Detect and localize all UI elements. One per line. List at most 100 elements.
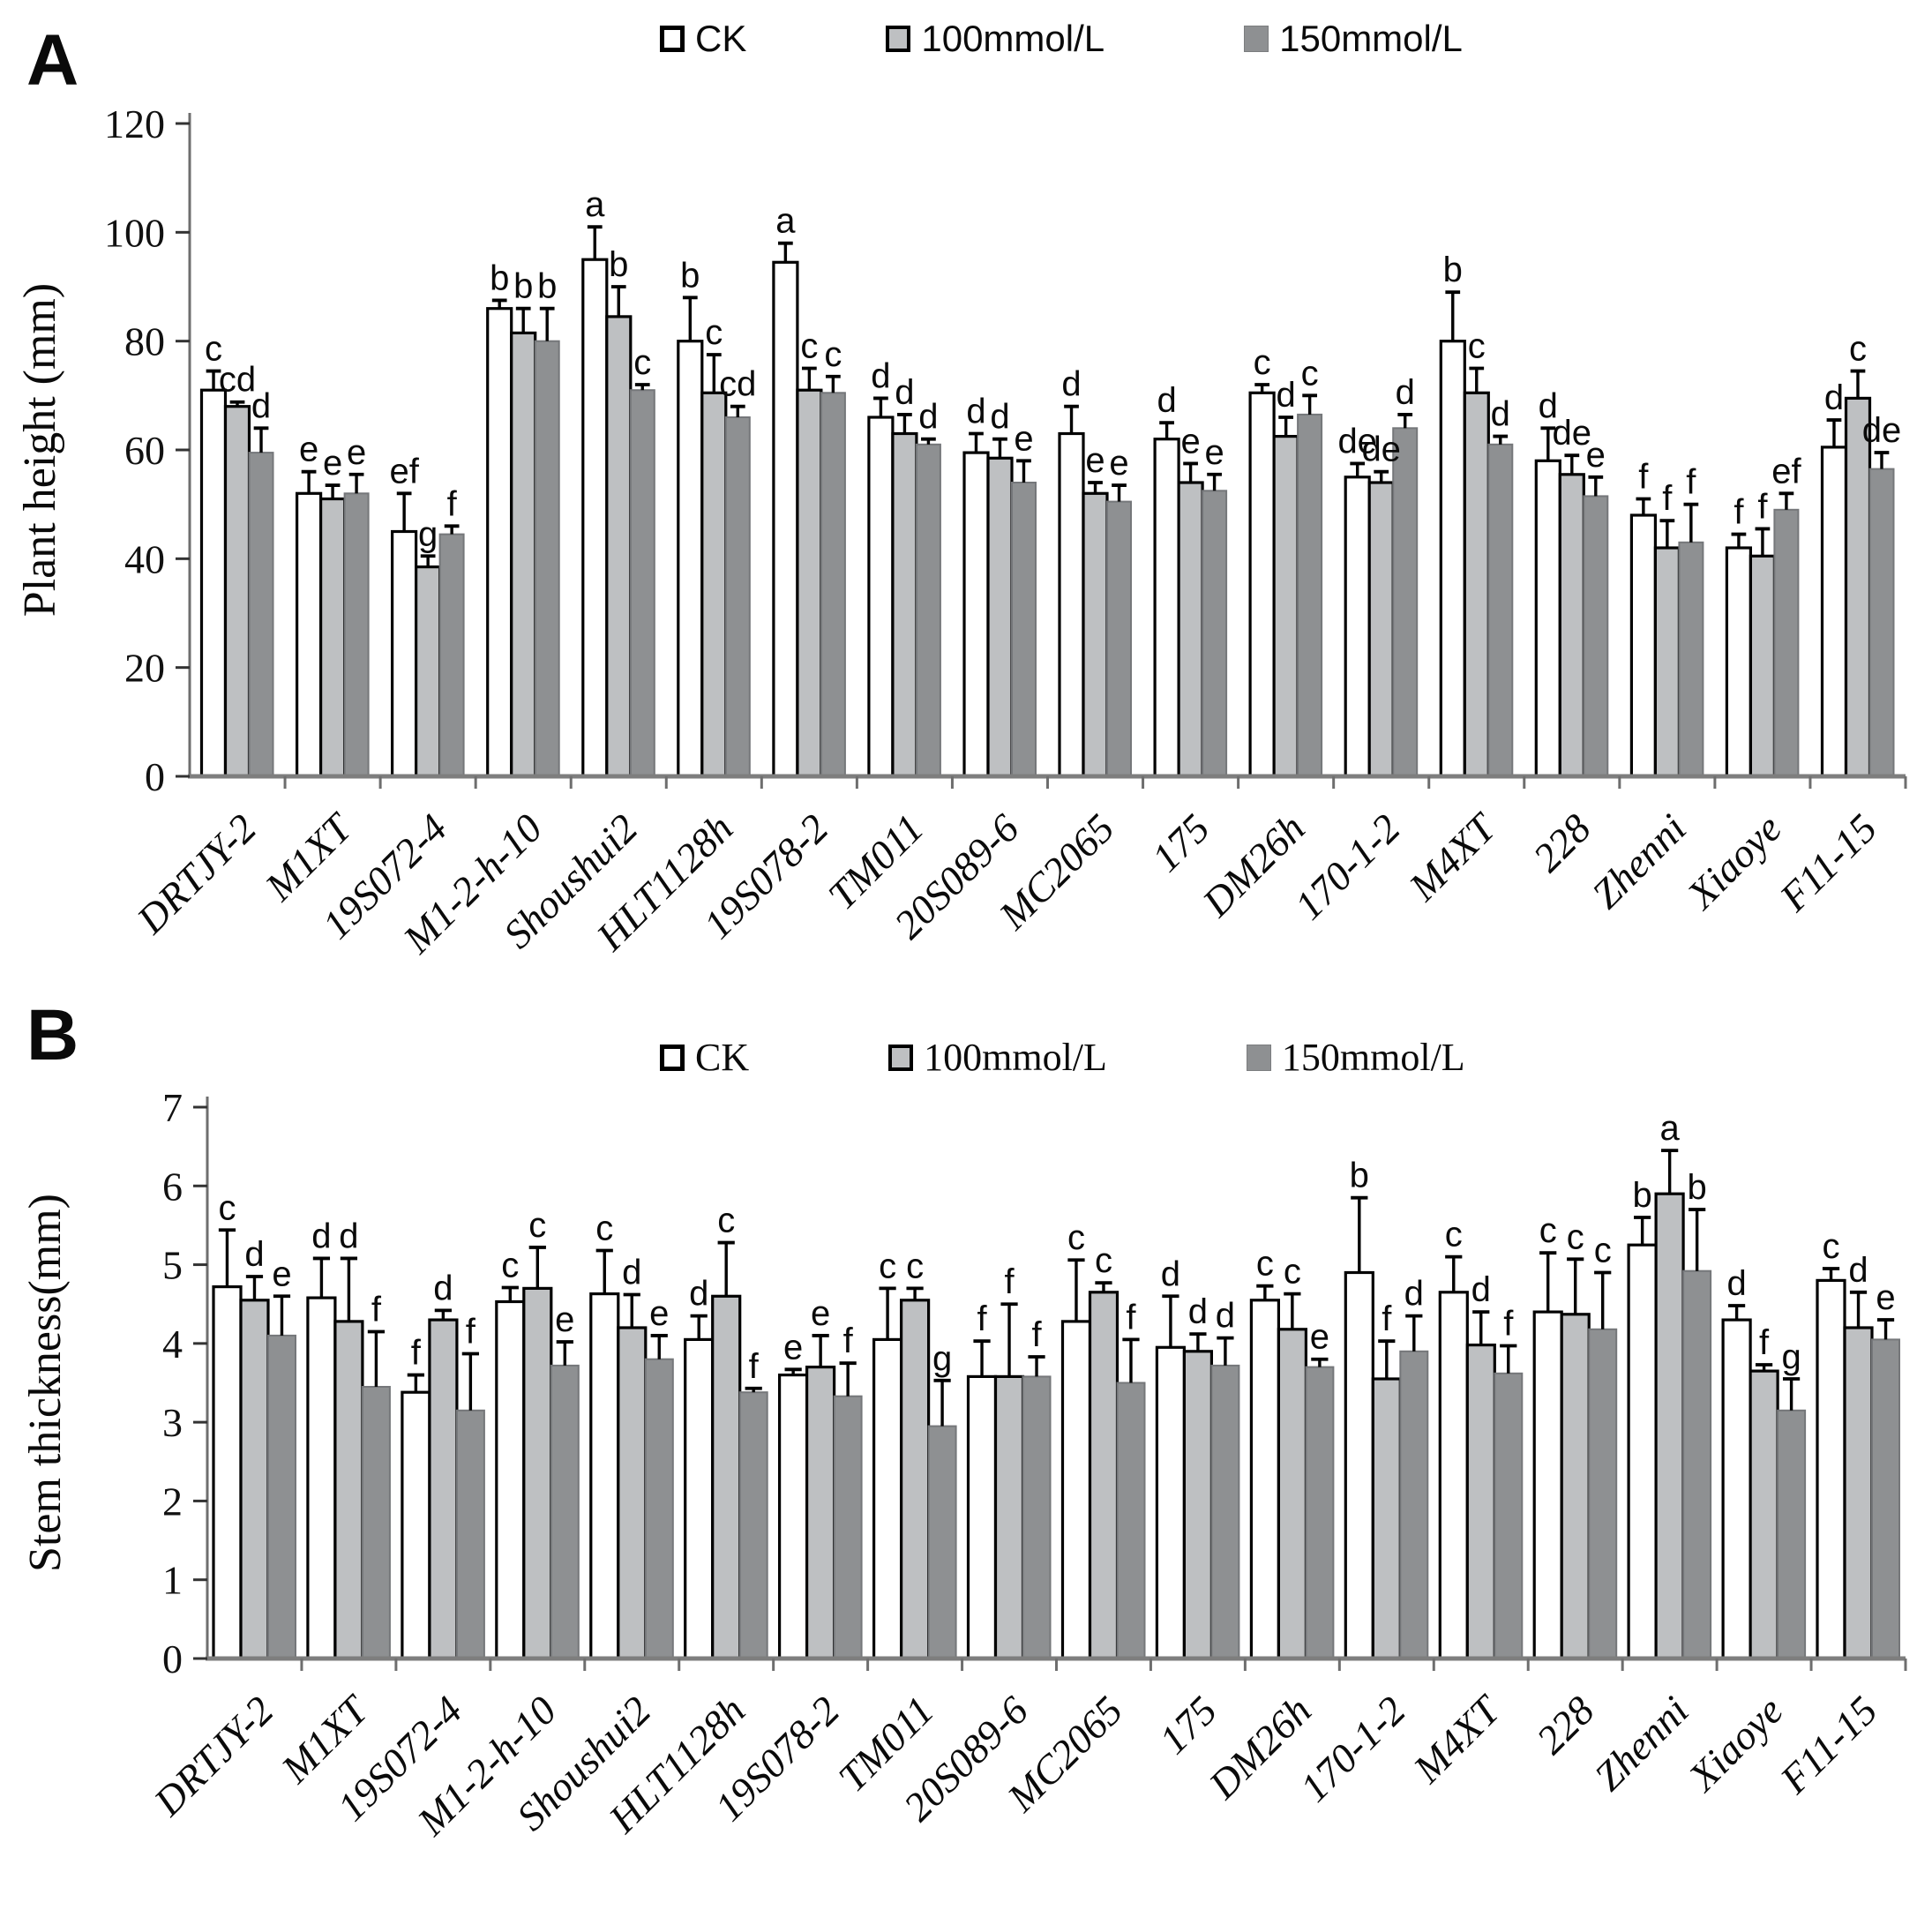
bar-CK-M1-2-h-10 [486,307,513,778]
bar-150mmol/L-DM26h [1297,413,1323,777]
category-label: 175 [1143,805,1218,880]
significance-letter: f [411,1334,422,1373]
y-tick-label: 100 [104,210,165,255]
bar-100mmol/L-19S072-4 [415,565,442,778]
significance-letter: c [705,313,723,352]
bar-150mmol/L-HLT1128h [738,1391,768,1659]
significance-letter: c [595,1209,613,1248]
significance-letter: f [371,1290,382,1329]
bar-CK-MC2065 [1058,431,1085,778]
significance-letter: c [1301,354,1319,393]
bar-CK-19S072-4 [401,1390,431,1660]
legend-swatch-ck-icon [660,1044,685,1071]
bar-150mmol/L-Zhenni [1682,1269,1712,1659]
significance-letter: d [244,1235,264,1274]
bar-CK-Xiaoye [1721,1318,1752,1660]
bar-100mmol/L-MC2065 [1088,1291,1120,1660]
bar-150mmol/L-DRTJY-2 [248,452,274,777]
bar-100mmol/L-TM011 [891,431,918,778]
significance-letter: c [1256,1245,1274,1284]
significance-letter: e [1204,433,1224,472]
legend-item-ck: CK [660,18,746,60]
bar-150mmol/L-HLT1128h [724,416,751,777]
bar-CK-M4XT [1438,1291,1469,1660]
category-label: M4XT [1404,1686,1511,1793]
y-tick-label: 20 [124,646,165,691]
bar-CK-HLT1128h [684,1337,715,1660]
legend-item-150mmol: 150mmol/L [1244,18,1463,60]
y-tick-label: 120 [104,101,165,146]
significance-letter: c [1254,343,1271,382]
bar-150mmol/L-Xiaoye [1773,508,1800,777]
category-label: 175 [1150,1688,1225,1763]
significance-letter: e [1109,444,1128,483]
panel-a-label: A [26,20,79,101]
significance-letter: d [1848,1251,1868,1290]
significance-letter: e [1085,441,1105,480]
legend-label-100mmol: 100mmol/L [921,18,1105,59]
legend-label-ck: CK [695,18,747,59]
bar-CK-TM011 [872,1337,903,1660]
legend-item-ck: CK [660,1035,749,1080]
bar-150mmol/L-19S072-4 [438,533,465,777]
significance-letter: b [1443,251,1463,289]
bar-150mmol/L-DRTJY-2 [267,1334,296,1659]
bar-CK-19S072-4 [391,529,418,778]
significance-letter: c [1594,1232,1612,1270]
significance-letter: f [1126,1298,1136,1337]
bar-100mmol/L-HLT1128h [711,1294,742,1660]
legend-item-100mmol: 100mmol/L [888,1035,1107,1080]
bar-150mmol/L-170-1-2 [1399,1350,1429,1659]
bar-100mmol/L-Shoushui2 [617,1326,648,1660]
bar-100mmol/L-Xiaoye [1749,1369,1779,1660]
bar-CK-DRTJY-2 [199,388,228,778]
significance-letter: c [1284,1253,1301,1292]
y-tick-label: 0 [162,1636,183,1681]
bar-CK-170-1-2 [1344,476,1371,778]
y-tick-label: 40 [124,536,165,581]
bar-100mmol/L-F11-15 [1843,1326,1874,1660]
y-tick-label: 60 [124,428,165,473]
significance-letter: c [1849,330,1867,369]
significance-letter: c [1567,1217,1584,1256]
legend-item-150mmol: 150mmol/L [1246,1035,1465,1080]
significance-letter: e [1876,1278,1895,1317]
significance-letter: f [1503,1305,1514,1344]
significance-letter: d [990,398,1009,437]
bar-CK-DRTJY-2 [212,1285,243,1660]
bar-CK-M1XT [296,491,323,778]
significance-letter: f [843,1322,854,1360]
bar-100mmol/L-M4XT [1463,391,1490,778]
significance-letter: d [339,1217,358,1255]
significance-letter: e [272,1254,291,1293]
significance-letter: c [906,1247,924,1285]
significance-letter: c [800,327,818,366]
significance-letter: g [1781,1337,1801,1376]
significance-letter: e [555,1300,574,1339]
y-tick-label: 2 [162,1479,183,1524]
significance-letter: b [680,256,700,295]
significance-letter: d [1396,373,1415,412]
bar-150mmol/L-F11-15 [1871,1338,1900,1659]
legend-swatch-ck-icon [660,26,685,52]
significance-letter: e [323,444,342,483]
significance-letter: d [1726,1264,1746,1303]
bar-CK-M1-2-h-10 [495,1299,526,1660]
bar-150mmol/L-19S072-4 [455,1409,485,1660]
significance-letter: f [447,484,458,523]
significance-letter: g [418,514,438,553]
category-label: 170-1-2 [1286,805,1409,928]
significance-letter: d [1061,365,1081,404]
significance-letter: a [1660,1109,1681,1148]
significance-letter: c [633,343,651,382]
significance-letter: c [205,330,222,369]
significance-letter: e [347,433,366,472]
bar-100mmol/L-20S089-6 [993,1374,1025,1660]
bar-150mmol/L-175 [1202,490,1228,778]
significance-letter: e [783,1328,803,1367]
significance-letter: c [501,1246,519,1284]
significance-letter: c [879,1247,896,1285]
bar-150mmol/L-Zhenni [1678,541,1704,777]
significance-letter: de [1862,411,1902,450]
